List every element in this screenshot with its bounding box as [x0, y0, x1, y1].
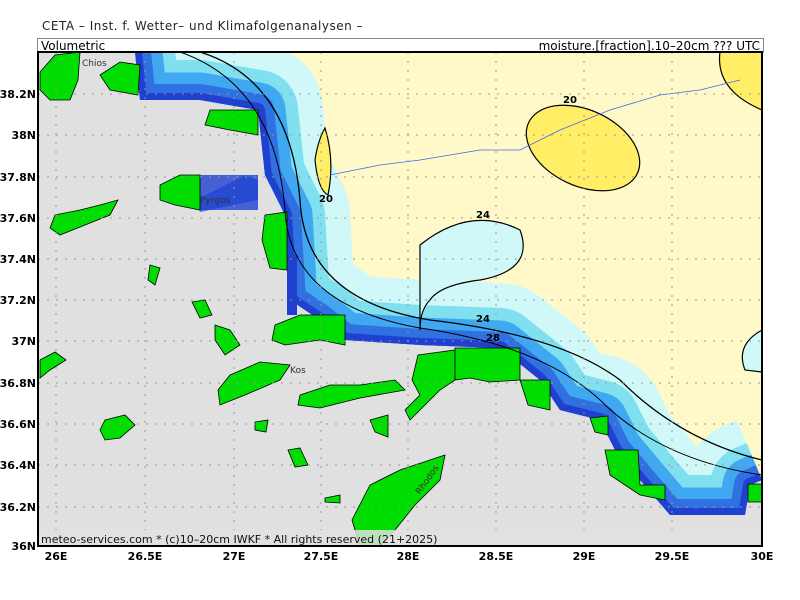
- variable-details: moisture.[fraction].10–20cm ??? UTC: [538, 39, 760, 53]
- x-tick: 29E: [573, 550, 596, 563]
- contour-label: 20: [319, 194, 333, 205]
- y-tick: 36.8N: [0, 377, 36, 390]
- x-tick: 26E: [45, 550, 68, 563]
- y-tick: 36.4N: [0, 459, 36, 472]
- place-label: Chios: [82, 59, 107, 69]
- copyright-footer: meteo-services.com * (c)10–20cm IWKF * A…: [41, 533, 438, 546]
- y-tick: 37.4N: [0, 253, 36, 266]
- subtitle-bar: Volumetric moisture.[fraction].10–20cm ?…: [37, 38, 764, 53]
- place-label: Pyrgos: [200, 196, 231, 206]
- place-label: Kos: [290, 366, 306, 376]
- y-tick: 36.2N: [0, 501, 36, 514]
- y-tick: 38N: [11, 129, 36, 142]
- yellow-high-east: [525, 104, 641, 192]
- contour-label: 20: [563, 95, 577, 106]
- y-tick: 37.8N: [0, 171, 36, 184]
- x-tick: 28.5E: [479, 550, 514, 563]
- y-tick: 37.6N: [0, 212, 36, 225]
- x-tick: 27.5E: [304, 550, 339, 563]
- x-tick: 28E: [397, 550, 420, 563]
- x-tick: 27E: [223, 550, 246, 563]
- y-tick: 37.2N: [0, 294, 36, 307]
- contour-label: 24: [476, 210, 490, 221]
- contour-label: 24: [476, 314, 490, 325]
- islands: [39, 52, 762, 546]
- y-tick: 36N: [11, 540, 36, 553]
- chart-title: CETA – Inst. f. Wetter– und Klimafolgena…: [42, 19, 364, 33]
- y-tick: 38.2N: [0, 88, 36, 101]
- contour-label: 28: [486, 333, 500, 344]
- x-tick: 30E: [751, 550, 774, 563]
- x-tick: 26.5E: [128, 550, 163, 563]
- x-tick: 29.5E: [655, 550, 690, 563]
- map-frame: [37, 51, 763, 547]
- variable-label: Volumetric: [41, 39, 106, 53]
- y-tick: 37N: [11, 335, 36, 348]
- y-tick: 36.6N: [0, 418, 36, 431]
- graticule: [38, 52, 762, 546]
